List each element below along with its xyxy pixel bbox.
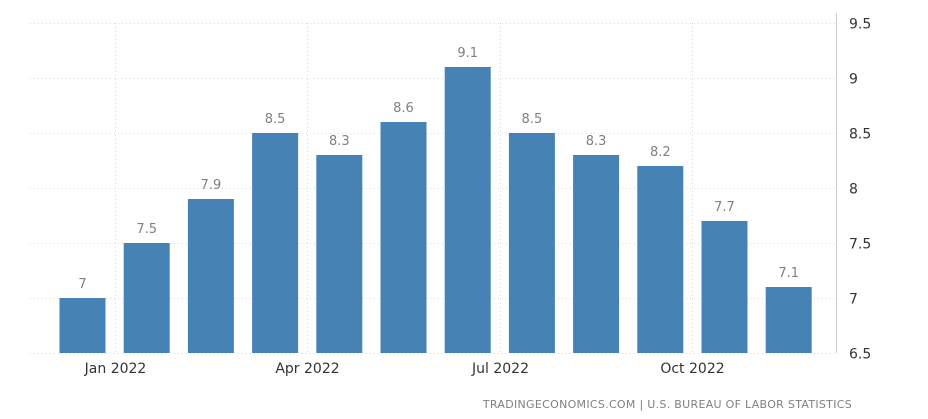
bar — [316, 155, 363, 353]
y-tick-label: 7.5 — [849, 237, 871, 253]
data-label: 8.5 — [265, 112, 286, 127]
data-label: 8.3 — [329, 134, 350, 149]
bar — [59, 298, 106, 353]
bar — [123, 243, 170, 353]
data-label: 7 — [78, 277, 86, 292]
x-tick-label: Jan 2022 — [84, 361, 147, 377]
source-attribution: TRADINGECONOMICS.COM | U.S. BUREAU OF LA… — [482, 398, 852, 411]
bar — [444, 67, 491, 353]
bar — [765, 287, 812, 353]
bar — [508, 133, 555, 353]
y-tick-label: 6.5 — [849, 347, 871, 363]
x-axis: Jan 2022 Apr 2022 Jul 2022 Oct 2022 — [84, 361, 725, 377]
data-label: 8.3 — [586, 134, 607, 149]
y-tick-label: 8.5 — [849, 127, 871, 143]
bars — [59, 67, 812, 353]
bar — [637, 166, 684, 353]
y-tick-label: 7 — [849, 292, 858, 308]
y-axis: 6.5 7 7.5 8 8.5 9 9.5 — [836, 13, 871, 363]
data-label: 8.5 — [522, 112, 543, 127]
x-tick-label: Apr 2022 — [275, 361, 339, 377]
data-label: 7.9 — [201, 178, 222, 193]
y-tick-label: 9.5 — [849, 17, 871, 33]
x-tick-label: Jul 2022 — [471, 361, 529, 377]
data-label: 8.6 — [393, 101, 414, 116]
bar — [573, 155, 620, 353]
bar — [380, 122, 427, 353]
bar — [187, 199, 234, 353]
bar — [701, 221, 748, 353]
data-label: 7.7 — [714, 200, 735, 215]
data-label: 9.1 — [457, 46, 478, 61]
x-tick-label: Oct 2022 — [660, 361, 724, 377]
data-label: 7.1 — [778, 266, 799, 281]
bar — [252, 133, 299, 353]
data-label: 7.5 — [136, 222, 157, 237]
y-tick-label: 9 — [849, 72, 858, 88]
data-label: 8.2 — [650, 145, 671, 160]
y-tick-label: 8 — [849, 182, 858, 198]
data-labels: 7 7.5 7.9 8.5 8.3 8.6 9.1 8.5 8.3 8.2 7.7 7.1 — [78, 46, 799, 292]
